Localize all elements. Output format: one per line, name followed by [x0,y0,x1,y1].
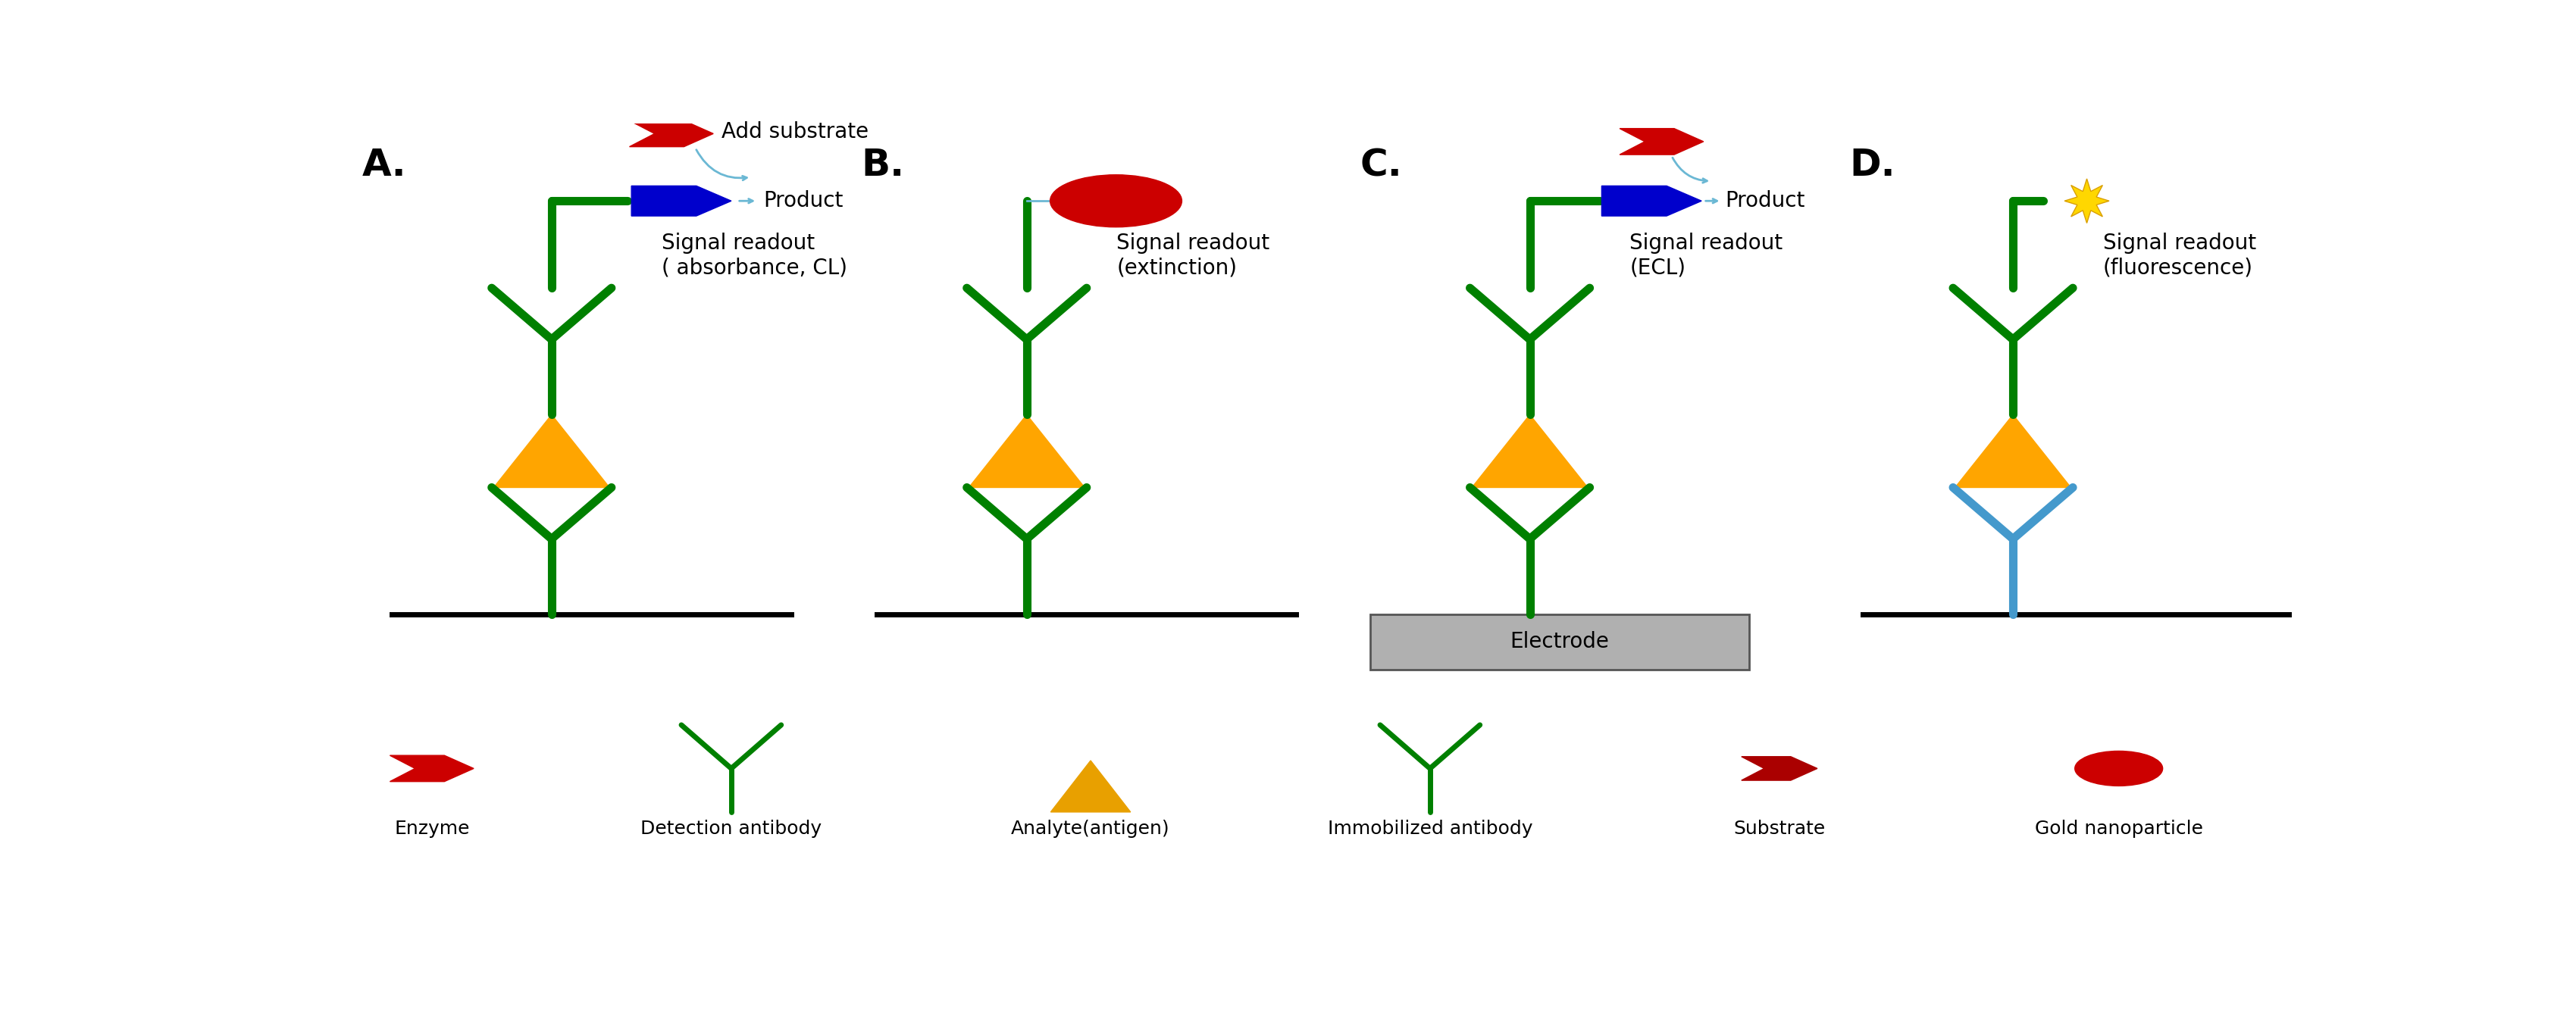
Polygon shape [389,756,474,781]
Polygon shape [1051,761,1131,812]
Text: Signal readout
( absorbance, CL): Signal readout ( absorbance, CL) [662,232,848,279]
Polygon shape [629,120,714,147]
Polygon shape [495,414,611,487]
Text: Add substrate: Add substrate [721,121,868,143]
Text: Substrate: Substrate [1734,820,1826,838]
Text: Product: Product [1726,190,1806,212]
Bar [1370,614,1749,669]
Text: Gold nanoparticle: Gold nanoparticle [2035,820,2202,838]
Text: D.: D. [1850,147,1896,183]
Polygon shape [631,186,732,216]
Text: Detection antibody: Detection antibody [641,820,822,838]
Text: Analyte(antigen): Analyte(antigen) [1012,820,1170,838]
Polygon shape [1620,128,1703,154]
Circle shape [2074,751,2164,785]
Text: Enzyme: Enzyme [394,820,469,838]
Polygon shape [1471,414,1587,487]
Text: Signal readout
(ECL): Signal readout (ECL) [1631,232,1783,279]
Text: Electrode: Electrode [1510,631,1610,653]
Circle shape [1051,175,1182,227]
Text: Product: Product [762,190,842,212]
Text: Signal readout
(extinction): Signal readout (extinction) [1115,232,1270,279]
Polygon shape [1955,414,2071,487]
Text: Immobilized antibody: Immobilized antibody [1327,820,1533,838]
Polygon shape [1741,757,1816,780]
Polygon shape [1602,186,1703,216]
Text: C.: C. [1360,147,1401,183]
Polygon shape [2063,179,2110,223]
Text: B.: B. [860,147,904,183]
Polygon shape [969,414,1084,487]
Text: A.: A. [361,147,407,183]
Text: Signal readout
(fluorescence): Signal readout (fluorescence) [2102,232,2257,279]
